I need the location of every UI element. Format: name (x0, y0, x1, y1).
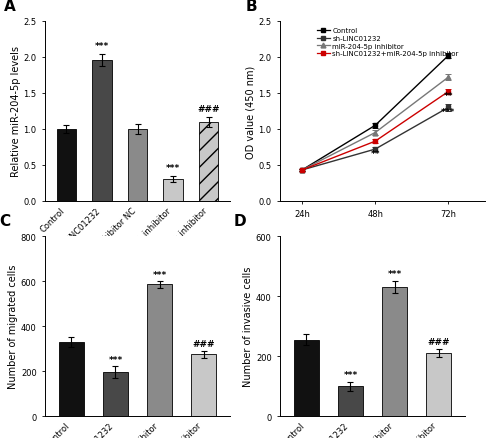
Text: ***: *** (344, 370, 357, 379)
Bar (338, 386, 362, 416)
Legend: Control, sh-LINC01232, miR-204-5p inhibitor, sh-LINC01232+miR-204-5p inhibitor: Control, sh-LINC01232, miR-204-5p inhibi… (314, 25, 462, 60)
Text: B: B (245, 0, 257, 14)
Text: ***: *** (166, 164, 180, 173)
Text: **: ** (370, 149, 380, 159)
Bar (192, 354, 216, 416)
Bar (382, 287, 406, 416)
Bar (199, 123, 218, 201)
Y-axis label: Number of invasive cells: Number of invasive cells (243, 266, 253, 386)
Bar (92, 61, 112, 201)
Bar (294, 340, 318, 416)
Bar (104, 372, 128, 416)
Bar (60, 342, 84, 416)
Text: C: C (0, 214, 10, 229)
Text: ***: *** (442, 108, 456, 117)
Y-axis label: OD value (450 nm): OD value (450 nm) (246, 65, 256, 158)
Text: A: A (4, 0, 16, 14)
Y-axis label: Relative miR-204-5p levels: Relative miR-204-5p levels (11, 46, 21, 177)
Bar (56, 130, 76, 201)
Bar (164, 179, 183, 201)
Text: D: D (234, 214, 246, 229)
Text: ***: *** (388, 269, 402, 279)
Text: ###: ### (192, 339, 215, 349)
Bar (128, 130, 148, 201)
Y-axis label: Number of migrated cells: Number of migrated cells (8, 264, 18, 389)
Text: ***: *** (152, 270, 166, 279)
Text: **: ** (444, 92, 453, 101)
Text: ###: ### (428, 337, 450, 346)
Text: ***: *** (95, 42, 109, 51)
Text: ###: ### (198, 105, 220, 114)
Bar (148, 285, 172, 416)
Text: ***: *** (108, 355, 122, 364)
Bar (426, 353, 450, 416)
